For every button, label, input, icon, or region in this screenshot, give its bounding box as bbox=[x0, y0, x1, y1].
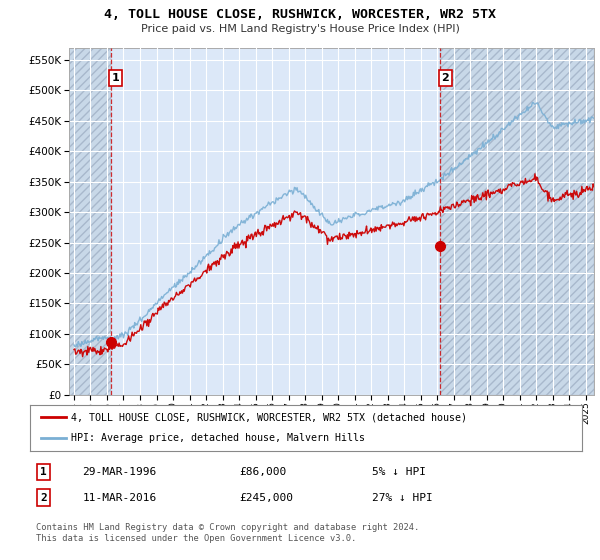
Text: 1: 1 bbox=[112, 73, 119, 83]
Text: 11-MAR-2016: 11-MAR-2016 bbox=[82, 493, 157, 502]
Text: 4, TOLL HOUSE CLOSE, RUSHWICK, WORCESTER, WR2 5TX (detached house): 4, TOLL HOUSE CLOSE, RUSHWICK, WORCESTER… bbox=[71, 412, 467, 422]
Text: 29-MAR-1996: 29-MAR-1996 bbox=[82, 467, 157, 477]
Text: 2: 2 bbox=[442, 73, 449, 83]
Text: 1: 1 bbox=[40, 467, 47, 477]
Bar bbox=[440, 48, 594, 395]
Text: £245,000: £245,000 bbox=[240, 493, 294, 502]
Bar bbox=[69, 48, 111, 395]
Text: 2: 2 bbox=[40, 493, 47, 502]
Text: HPI: Average price, detached house, Malvern Hills: HPI: Average price, detached house, Malv… bbox=[71, 433, 365, 444]
Text: 27% ↓ HPI: 27% ↓ HPI bbox=[372, 493, 433, 502]
Text: £86,000: £86,000 bbox=[240, 467, 287, 477]
Text: Price paid vs. HM Land Registry's House Price Index (HPI): Price paid vs. HM Land Registry's House … bbox=[140, 24, 460, 34]
Text: 5% ↓ HPI: 5% ↓ HPI bbox=[372, 467, 426, 477]
Text: 4, TOLL HOUSE CLOSE, RUSHWICK, WORCESTER, WR2 5TX: 4, TOLL HOUSE CLOSE, RUSHWICK, WORCESTER… bbox=[104, 8, 496, 21]
Text: Contains HM Land Registry data © Crown copyright and database right 2024.
This d: Contains HM Land Registry data © Crown c… bbox=[35, 523, 419, 543]
